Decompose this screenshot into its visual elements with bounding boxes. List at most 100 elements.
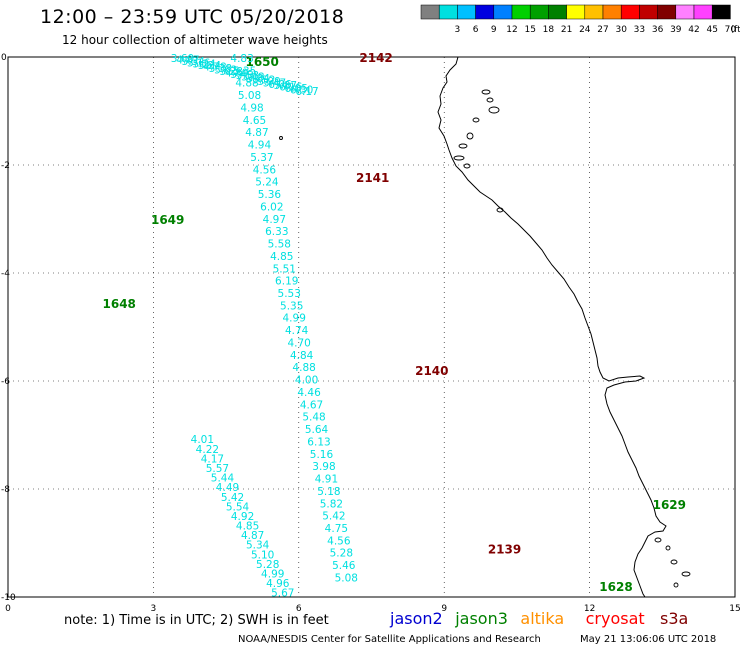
legend-swatch <box>529 4 549 20</box>
wave-height-value: 4.78 <box>203 62 226 74</box>
wave-height-value: 4.46 <box>297 387 321 399</box>
pass-number: 2139 <box>488 542 521 556</box>
island <box>681 571 691 577</box>
wave-height-value: 4.01 <box>191 434 214 446</box>
island <box>458 143 468 149</box>
wave-height-value: 5.82 <box>320 498 343 510</box>
wave-height-value: 4.56 <box>327 535 351 547</box>
island <box>654 537 662 543</box>
legend-swatch <box>711 4 731 20</box>
wave-height-value: 4.98 <box>240 102 263 114</box>
satellite-name-altika: altika <box>520 609 565 628</box>
wave-height-value: 5.49 <box>230 69 253 81</box>
wave-height-value: 6.33 <box>265 226 288 238</box>
wave-height-value: 4.00 <box>295 375 318 387</box>
wave-height-value: 5.18 <box>317 486 340 498</box>
legend-swatch <box>693 4 713 20</box>
pass-number: 1650 <box>245 55 278 69</box>
wave-height-value: 6.17 <box>295 86 318 98</box>
wave-height-value: 4.65 <box>243 115 266 127</box>
pass-number: 1649 <box>151 213 184 227</box>
y-tick-label: -4 <box>1 269 10 279</box>
wave-height-value: 6.05 <box>285 83 308 95</box>
wave-height-value: 4.74 <box>285 325 309 337</box>
y-tick-label: -10 <box>1 593 16 603</box>
pass-number: 2140 <box>415 364 448 378</box>
legend-unit: (ft) <box>731 25 740 35</box>
satellite-name-s3a: s3a <box>660 609 689 628</box>
wave-height-value: 5.37 <box>250 152 273 164</box>
x-tick-label: 9 <box>441 604 447 614</box>
wave-height-value: 5.34 <box>246 540 270 552</box>
wave-height-value: 3.98 <box>312 461 335 473</box>
pass-number: 2141 <box>356 171 389 185</box>
map-frame <box>7 56 736 598</box>
wave-height-value: 3.60 <box>171 53 194 65</box>
x-tick-label: 3 <box>151 604 157 614</box>
pass-number: 1648 <box>103 297 136 311</box>
wave-height-value: 5.34 <box>182 56 206 68</box>
wave-height-value: 5.28 <box>330 548 353 560</box>
wave-height-value: 5.42 <box>221 492 244 504</box>
wave-height-value: 6.13 <box>307 436 330 448</box>
legend-label: 15 <box>524 25 535 35</box>
wave-height-value: 4.56 <box>253 164 277 176</box>
wave-height-value: 5.64 <box>305 424 329 436</box>
wave-height-value: 4.97 <box>263 214 286 226</box>
wave-height-value: 5.46 <box>332 560 356 572</box>
track-jason3: 4.014.224.175.575.444.495.425.544.924.85… <box>191 434 686 599</box>
wave-height-value: 5.24 <box>192 59 216 71</box>
wave-height-value: 4.83 <box>230 53 253 65</box>
wave-height-value: 5.10 <box>251 549 274 561</box>
pass-number: 1628 <box>599 580 632 594</box>
legend-label: 36 <box>652 25 664 35</box>
wave-height-value: 5.35 <box>233 65 256 77</box>
wave-height-value: 5.42 <box>322 511 345 523</box>
y-tick-label: -8 <box>1 485 10 495</box>
wave-height-value: 4.96 <box>266 578 290 590</box>
wave-height-value: 5.54 <box>226 501 250 513</box>
wave-height-value: 5.48 <box>302 412 325 424</box>
legend-swatch <box>602 4 622 20</box>
legend-label: 70 <box>725 25 737 35</box>
wave-height-value: 5.58 <box>268 239 291 251</box>
wave-height-value: 5.51 <box>273 263 296 275</box>
legend-label: 24 <box>579 25 591 35</box>
legend-swatch <box>620 4 640 20</box>
island <box>486 97 494 103</box>
island <box>472 117 480 123</box>
wave-height-value: 4.70 <box>287 337 310 349</box>
wave-height-value: 4.84 <box>290 350 314 362</box>
wave-height-value: 5.87 <box>274 80 297 92</box>
wave-height-value: 4.92 <box>231 511 254 523</box>
wave-height-value: 6.06 <box>268 79 292 91</box>
pass-number: 1629 <box>653 498 686 512</box>
wave-height-value: 4.88 <box>235 78 258 90</box>
wave-height-value: 5.35 <box>280 300 303 312</box>
legend-label: 3 <box>455 25 461 35</box>
track-cryosat: 4.835.354.885.084.984.654.874.945.374.56… <box>230 51 521 584</box>
wave-height-value: 6.30 <box>290 85 313 97</box>
wave-height-value: 4.80 <box>225 67 248 79</box>
legend-label: 18 <box>543 25 555 35</box>
x-tick-label: 0 <box>5 604 11 614</box>
wave-height-value: 5.99 <box>257 76 280 88</box>
island <box>453 155 465 161</box>
pass-number: 2142 <box>359 51 392 65</box>
wave-height-value: 4.75 <box>325 523 348 535</box>
x-tick-label: 6 <box>296 604 302 614</box>
wave-height-value: 4.94 <box>248 140 272 152</box>
credit-text: NOAA/NESDIS Center for Satellite Applica… <box>238 634 541 645</box>
wave-height-value: 5.53 <box>278 288 301 300</box>
map-grid <box>8 57 735 597</box>
legend-swatch <box>511 4 531 20</box>
legend-swatch <box>475 4 495 20</box>
legend-label: 42 <box>688 25 699 35</box>
wave-height-value: 4.85 <box>236 521 259 533</box>
wave-height-value: 4.99 <box>261 568 284 580</box>
map-border <box>7 56 736 598</box>
legend-label: 33 <box>634 25 645 35</box>
wave-height-value: 5.16 <box>187 57 211 69</box>
y-tick-label: -2 <box>1 161 10 171</box>
